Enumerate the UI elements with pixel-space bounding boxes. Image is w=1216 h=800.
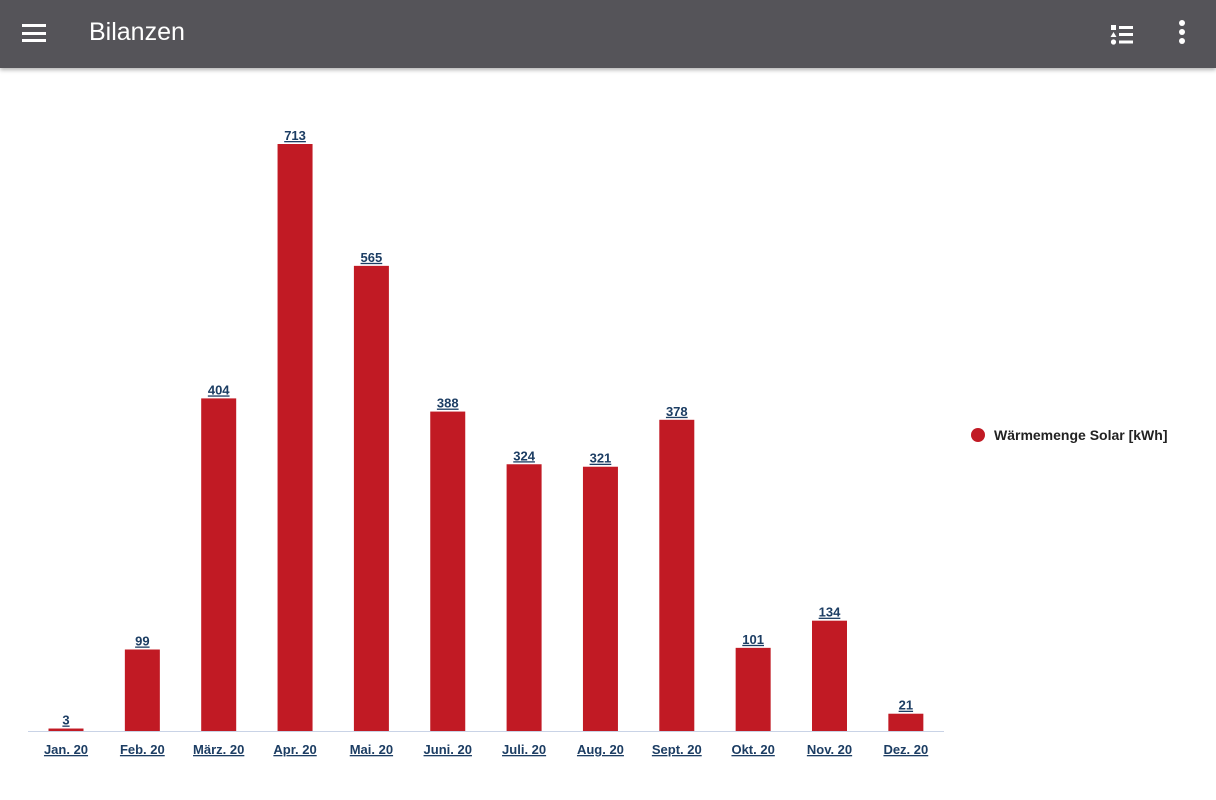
legend-label: Wärmemenge Solar [kWh] [994,427,1168,443]
bar-chart: 3 Jan. 20 99 Feb. 20 404 März. 20 713 Apr. 20 56… [28,128,944,757]
bar[interactable] [735,647,771,731]
data-label: 404 [208,382,230,397]
data-label: 378 [666,404,688,419]
x-tick-label[interactable]: Juni. 20 [424,742,472,757]
bar[interactable] [659,419,695,731]
x-tick-label[interactable]: Jan. 20 [44,742,88,757]
x-tick-label[interactable]: Feb. 20 [120,742,165,757]
bar[interactable] [353,265,389,731]
x-tick-label[interactable]: Nov. 20 [807,742,852,757]
data-label: 321 [590,451,612,466]
legend-marker [971,428,985,442]
x-tick-label[interactable]: Juli. 20 [502,742,546,757]
page-title: Bilanzen [89,18,185,46]
data-label: 713 [284,128,306,143]
bar[interactable] [124,649,160,731]
bar[interactable] [506,464,542,731]
bar[interactable] [201,398,237,731]
data-label: 3 [62,713,69,728]
x-tick-label[interactable]: Sept. 20 [652,742,702,757]
x-tick-label[interactable]: Apr. 20 [273,742,316,757]
more-vertical-icon[interactable] [1172,20,1192,50]
data-label: 101 [742,632,764,647]
list-view-icon[interactable] [1108,22,1136,48]
x-tick-label[interactable]: Mai. 20 [350,742,393,757]
x-tick-label[interactable]: Okt. 20 [731,742,774,757]
data-label: 21 [899,698,913,713]
bar[interactable] [277,144,313,731]
hamburger-menu-icon[interactable] [22,24,46,44]
bar[interactable] [888,713,924,731]
data-label: 324 [513,448,535,463]
x-tick-label[interactable]: März. 20 [193,742,244,757]
bar[interactable] [812,620,847,731]
data-label: 388 [437,396,459,411]
bar[interactable] [430,411,466,731]
data-label: 99 [135,633,149,648]
app-bar: Bilanzen [0,0,1216,68]
bar[interactable] [48,728,84,731]
bar[interactable] [582,466,618,731]
x-tick-label[interactable]: Aug. 20 [577,742,624,757]
data-label: 565 [361,250,383,265]
x-tick-label[interactable]: Dez. 20 [883,742,928,757]
legend[interactable]: Wärmemenge Solar [kWh] [971,427,1167,443]
data-label: 134 [819,605,841,620]
